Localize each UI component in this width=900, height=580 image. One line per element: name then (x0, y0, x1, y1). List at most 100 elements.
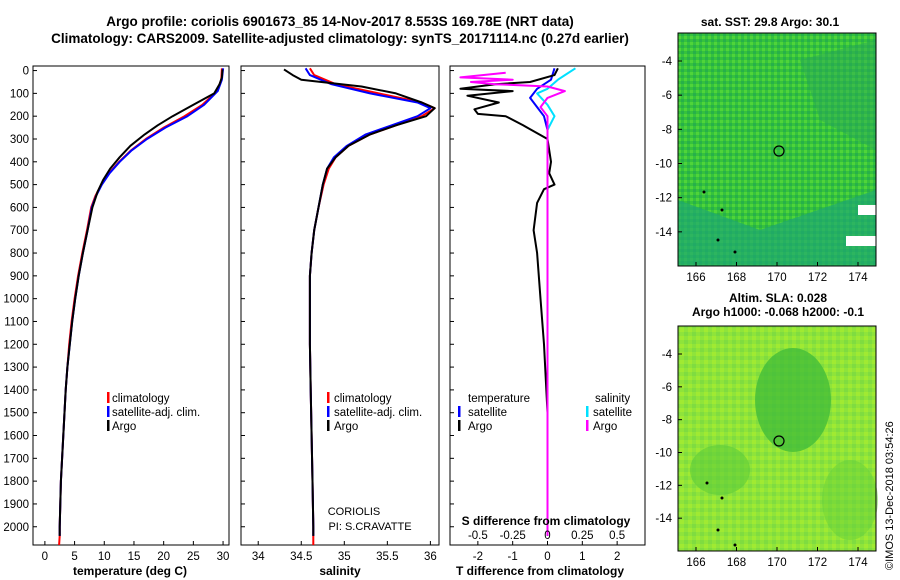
legend-swatch-s-satellite (586, 406, 589, 417)
x-tick-label: 20 (157, 551, 170, 563)
x-tick-label: 0 (42, 551, 48, 563)
legend-swatch-satellite (107, 406, 110, 417)
map-y-tick-label: -8 (662, 415, 672, 427)
depth-tick-label: 200 (10, 111, 29, 123)
legend-label-satellite: satellite-adj. clim. (112, 407, 200, 419)
series-line-satellite-adj-clim- (304, 67, 432, 536)
island-dot (705, 481, 709, 485)
depth-tick-label: 1700 (3, 453, 29, 465)
legend-label-climatology: climatology (334, 393, 392, 405)
salinity-panel: 34 34.5 35 35.5 36 (241, 67, 437, 563)
depth-tick-label: 600 (10, 202, 29, 214)
map-x-tick-label: 168 (727, 272, 746, 284)
map-y-tick-label: -6 (662, 382, 672, 394)
salinity-panel-frame (240, 65, 440, 546)
depth-tick-label: 1900 (3, 499, 29, 511)
legend-swatch-t-satellite (458, 406, 461, 417)
x-tick-label: 5 (71, 551, 77, 563)
s-diff-tick-label: 0.25 (571, 530, 593, 542)
map-y-tick-label: -14 (655, 227, 672, 239)
argo-float-marker (773, 435, 785, 447)
credit-text: ©IMOS 13-Dec-2018 03:54:26 (884, 421, 896, 570)
island-dot (716, 528, 720, 532)
sla-map-axes: 166 168 170 172 174 -4 -6 -8 -10 -12 -14 (655, 349, 868, 569)
legend-label-argo: Argo (112, 421, 136, 433)
annotation-pi: PI: S.CRAVATTE (328, 521, 411, 533)
annotation-institution: CORIOLIS (328, 506, 381, 518)
legend-swatch-climatology (107, 392, 110, 403)
depth-tick-label: 100 (10, 88, 29, 100)
salinity-xlabel: salinity (319, 564, 361, 578)
depth-tick-label: 1800 (3, 476, 29, 488)
map-y-tick-label: -8 (662, 124, 672, 136)
difference-legend: temperature satellite Argo salinity sate… (458, 393, 632, 433)
series-line-argo (58, 69, 224, 536)
argo-float-marker (773, 145, 785, 157)
s-diff-tick-label: 0.5 (609, 530, 625, 542)
map-y-tick-label: -4 (662, 349, 673, 361)
sst-mid-region (800, 40, 876, 150)
figure-title-line-1: Argo profile: coriolis 6901673_85 14-Nov… (106, 14, 573, 29)
depth-tick-label: 700 (10, 225, 29, 237)
series-group (459, 67, 576, 536)
sst-map-axes: 166 168 170 172 174 -4 -6 -8 -10 -12 -14 (655, 56, 868, 284)
series-line-climatology (58, 68, 223, 545)
legend-label-t-satellite: satellite (468, 407, 507, 419)
legend-label-satellite: satellite-adj. clim. (334, 407, 422, 419)
map-y-tick-label: -10 (655, 448, 672, 460)
legend-swatch-s-argo (586, 420, 589, 431)
depth-tick-label: 0 (23, 66, 29, 78)
temperature-panel: 0 5 10 15 20 25 30 (33, 68, 229, 563)
island-dot (720, 208, 724, 212)
sst-missing-data (846, 236, 876, 246)
series-group (58, 68, 225, 545)
map-x-tick-label: 170 (767, 557, 786, 569)
depth-tick-label: 900 (10, 271, 29, 283)
depth-tick-label: 500 (10, 180, 29, 192)
depth-tick-label: 1400 (3, 385, 29, 397)
s-diff-tick-label: 0 (544, 530, 550, 542)
depth-tick-label: 1500 (3, 408, 29, 420)
map-y-tick-label: -6 (662, 90, 672, 102)
s-diff-tick-label: -0.5 (468, 530, 488, 542)
x-tick-label: 35.5 (376, 551, 398, 563)
x-tick-label: 25 (187, 551, 200, 563)
map-x-tick-label: 166 (686, 272, 705, 284)
sla-map-title-2: Argo h1000: -0.068 h2000: -0.1 (692, 305, 864, 319)
temperature-legend: climatology satellite-adj. clim. Argo (107, 392, 200, 433)
series-line-t-satellite (529, 68, 556, 536)
series-line-satellite-adj-clim- (58, 68, 225, 536)
map-y-tick-label: -10 (655, 159, 672, 171)
island-dot (702, 190, 706, 194)
difference-panel: -2 -1 0 1 2 (450, 67, 620, 563)
difference-top-xlabel: S difference from climatology (462, 514, 631, 528)
island-dot (733, 250, 737, 254)
depth-tick-label: 1300 (3, 362, 29, 374)
legend-swatch-climatology (327, 392, 330, 403)
map-x-tick-label: 172 (808, 272, 827, 284)
sla-map (677, 325, 878, 552)
map-x-tick-label: 172 (808, 557, 827, 569)
sla-low-region (822, 460, 878, 540)
legend-heading-temperature: temperature (468, 393, 530, 405)
figure-title-line-2: Climatology: CARS2009. Satellite-adjuste… (51, 31, 629, 46)
depth-tick-label: 400 (10, 157, 29, 169)
series-group (283, 67, 436, 545)
legend-swatch-satellite (327, 406, 330, 417)
legend-swatch-t-argo (458, 420, 461, 431)
x-tick-label: 34 (252, 551, 265, 563)
depth-tick-label: 2000 (3, 522, 29, 534)
island-dot (733, 543, 737, 547)
depth-axis: 0 100 200 300 400 500 600 700 800 900 1000 1100 1200… (3, 66, 29, 534)
map-x-tick-label: 174 (848, 272, 868, 284)
x-tick-label: 30 (217, 551, 230, 563)
sst-map (677, 32, 877, 267)
depth-tick-label: 1000 (3, 294, 29, 306)
island-dot (716, 238, 720, 242)
map-x-tick-label: 170 (767, 272, 786, 284)
island-dot (720, 496, 724, 500)
temperature-panel-frame (32, 65, 230, 546)
x-tick-label: 36 (424, 551, 437, 563)
sst-cool-region (678, 190, 876, 266)
difference-xlabel: T difference from climatology (456, 564, 624, 578)
